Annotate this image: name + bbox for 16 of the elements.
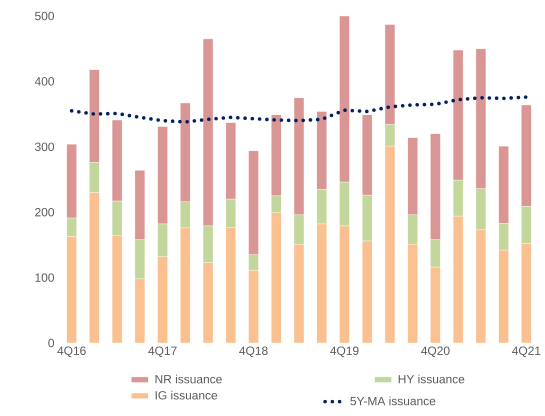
- x-tick-label: 4Q18: [239, 346, 268, 358]
- legend-label: NR issuance: [156, 374, 222, 384]
- y-tick-label: 0: [48, 338, 54, 348]
- x-tick-label: 4Q19: [330, 346, 359, 358]
- y-tick-label: 400: [34, 77, 54, 86]
- x-tick-label: 4Q17: [148, 346, 177, 358]
- legend-label: IG issuance: [156, 390, 218, 400]
- y-tick-label: 300: [34, 142, 54, 152]
- legend-label: 5Y-MA issuance: [350, 396, 436, 406]
- y-tick-label: 100: [35, 273, 54, 282]
- y-tick-label: 500: [35, 12, 54, 20]
- x-tick-label: 4Q21: [512, 346, 540, 358]
- legend-label: HY issuance: [398, 374, 464, 384]
- y-tick-label: 200: [35, 208, 54, 216]
- x-tick-label: 4Q16: [57, 346, 86, 358]
- x-tick-label: 4Q20: [421, 346, 450, 358]
